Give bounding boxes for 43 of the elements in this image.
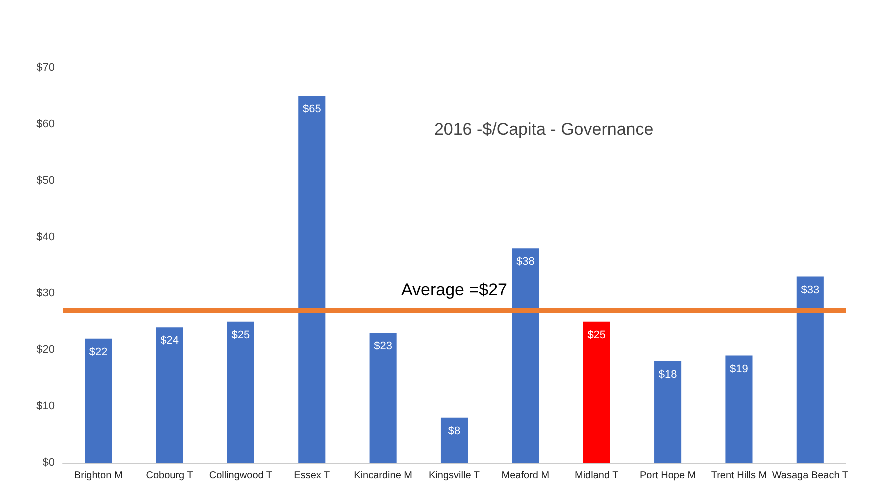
bar [796, 276, 824, 463]
data-label: $23 [374, 340, 392, 353]
y-tick-label: $10 [36, 400, 55, 413]
bar [370, 333, 397, 463]
bar [726, 356, 753, 463]
data-label: $38 [516, 256, 535, 268]
y-tick-label: $50 [36, 174, 55, 187]
bar [512, 248, 540, 463]
data-label: $33 [801, 284, 820, 296]
bar [227, 322, 254, 463]
data-label: $25 [232, 329, 250, 342]
bar [440, 418, 468, 463]
data-label: $25 [588, 329, 606, 342]
y-tick-label: $30 [36, 288, 55, 300]
y-tick-label: $40 [36, 231, 55, 244]
text: 2016 -$/Capita - Governance [434, 120, 654, 139]
data-label: $8 [448, 425, 461, 438]
data-label: $19 [730, 363, 748, 376]
x-tick-label: Cobourg T [146, 470, 194, 482]
data-label: $24 [160, 335, 179, 348]
bar [85, 338, 112, 463]
bar [298, 96, 326, 463]
bar [654, 361, 682, 463]
ref-line-label: Average =$27 [401, 280, 508, 300]
y-tick-label: $70 [36, 62, 55, 74]
x-tick-label: Meaford M [502, 470, 550, 482]
x-tick-label: Wasaga Beach T [772, 470, 848, 482]
data-label: $22 [89, 346, 108, 358]
x-tick-label: Kincardine M [354, 470, 412, 482]
bar [583, 322, 610, 463]
x-tick-label: Essex T [294, 470, 330, 482]
x-tick-label: Port Hope M [640, 470, 696, 482]
bar [156, 328, 184, 463]
data-label: $65 [302, 104, 322, 116]
x-tick-label: Brighton M [74, 470, 123, 482]
x-tick-label: Midland T [574, 470, 619, 482]
y-tick-label: $60 [36, 118, 55, 130]
x-tick-label: Kingsville T [429, 470, 480, 482]
y-tick-label: $20 [36, 344, 55, 356]
x-tick-label: Trent Hills M [711, 470, 768, 482]
y-tick-label: $0 [42, 457, 55, 469]
data-label: $18 [658, 368, 678, 381]
x-tick-label: Collingwood T [209, 470, 273, 482]
